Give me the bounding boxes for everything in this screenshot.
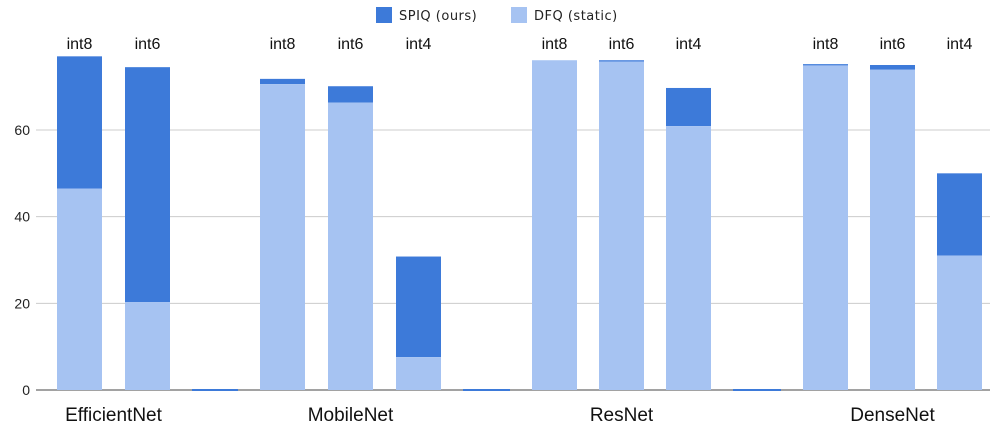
legend-swatch-1	[511, 7, 527, 23]
legend-swatch-0	[376, 7, 392, 23]
bar-dfq-efficientnet-int8	[57, 188, 102, 390]
legend-label-0: SPIQ (ours)	[399, 9, 477, 24]
bar-dfq-resnet-int6	[599, 61, 644, 391]
y-tick-label: 40	[14, 209, 30, 225]
legend-label-1: DFQ (static)	[534, 9, 618, 24]
bar-label: int8	[67, 36, 93, 53]
bar-dfq-densenet-int6	[870, 69, 915, 391]
bar-label: int6	[338, 36, 364, 53]
bar-label: int4	[676, 36, 702, 53]
bar-spiq-resnet-int6	[599, 60, 644, 62]
bar-spiq-densenet-int6	[870, 65, 915, 70]
bar-label: int6	[880, 36, 906, 53]
bar-spiq-resnet-int4	[666, 87, 711, 127]
bar-spiq-mobilenet-int4	[396, 256, 441, 358]
bar-dfq-resnet-int4	[666, 126, 711, 390]
bar-label: int8	[813, 36, 839, 53]
bar-label: int4	[947, 36, 973, 53]
bar-label: int4	[406, 36, 432, 53]
bar-dfq-mobilenet-int4	[396, 357, 441, 390]
bar-label: int6	[609, 36, 635, 53]
bar-dfq-densenet-int4	[937, 255, 982, 390]
bar-spiq-densenet-int8	[803, 64, 848, 66]
bar-spiq-mobilenet-int6	[328, 86, 373, 103]
bar-dfq-efficientnet-int6	[125, 302, 170, 390]
group-label-efficientnet: EfficientNet	[65, 405, 163, 425]
bar-spiq-densenet-int4	[937, 173, 982, 256]
bar-spiq-efficientnet-int6	[125, 67, 170, 303]
bar-dfq-resnet-int8	[532, 60, 577, 390]
bar-label: int8	[542, 36, 568, 53]
y-tick-label: 0	[22, 382, 30, 398]
bar-dfq-mobilenet-int8	[260, 84, 305, 391]
bar-spiq-mobilenet-int8	[260, 78, 305, 85]
group-label-mobilenet: MobileNet	[308, 405, 394, 425]
group-label-resnet: ResNet	[590, 405, 654, 425]
y-tick-label: 20	[14, 295, 30, 311]
group-label-densenet: DenseNet	[850, 405, 935, 425]
bar-dfq-mobilenet-int6	[328, 102, 373, 390]
bar-dfq-densenet-int8	[803, 65, 848, 390]
y-tick-label: 60	[14, 122, 30, 138]
bar-spiq-efficientnet-int8	[57, 56, 102, 189]
bar-label: int6	[135, 36, 161, 53]
bar-label: int8	[270, 36, 296, 53]
